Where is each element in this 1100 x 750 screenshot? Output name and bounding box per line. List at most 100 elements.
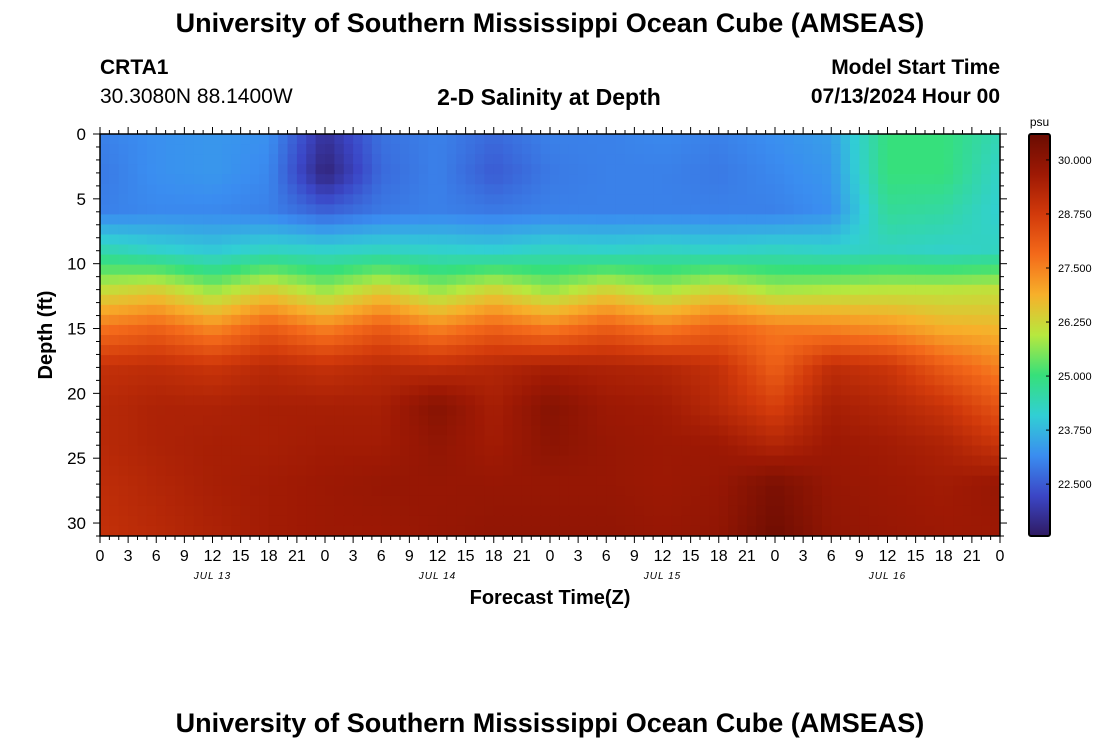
- heatmap-cell: [990, 244, 1000, 256]
- heatmap-cell: [550, 445, 560, 457]
- heatmap-cell: [662, 274, 673, 286]
- heatmap-cell: [446, 284, 457, 296]
- heatmap-cell: [681, 365, 692, 376]
- heatmap-cell: [859, 445, 870, 457]
- heatmap-cell: [990, 425, 1000, 437]
- heatmap-cell: [671, 164, 682, 175]
- heatmap-cell: [859, 475, 870, 487]
- heatmap-cell: [343, 304, 354, 316]
- heatmap-cell: [296, 365, 307, 376]
- heatmap-cell: [840, 355, 851, 366]
- heatmap-cell: [268, 204, 279, 215]
- heatmap-cell: [493, 515, 504, 527]
- heatmap-cell: [259, 365, 270, 376]
- heatmap-cell: [540, 525, 551, 536]
- heatmap-cell: [700, 264, 710, 276]
- heatmap-cell: [821, 324, 832, 336]
- heatmap-cell: [756, 304, 767, 316]
- heatmap-cell: [934, 365, 945, 376]
- heatmap-cell: [175, 465, 185, 477]
- heatmap-cell: [953, 234, 964, 246]
- heatmap-cell: [606, 294, 617, 306]
- heatmap-cell: [662, 395, 673, 406]
- heatmap-cell: [953, 525, 964, 536]
- heatmap-cell: [878, 495, 889, 507]
- heatmap-cell: [540, 415, 551, 427]
- heatmap-cell: [746, 415, 757, 427]
- heatmap-cell: [146, 154, 157, 165]
- heatmap-cell: [287, 505, 298, 517]
- heatmap-cell: [325, 385, 335, 396]
- heatmap-cell: [203, 204, 214, 215]
- heatmap-cell: [521, 244, 532, 256]
- heatmap-cell: [109, 194, 120, 205]
- heatmap-cell: [550, 335, 560, 346]
- heatmap-cell: [878, 455, 889, 467]
- heatmap-cell: [681, 274, 692, 286]
- heatmap-cell: [306, 415, 317, 427]
- heatmap-cell: [746, 274, 757, 286]
- heatmap-cell: [409, 515, 420, 527]
- heatmap-cell: [137, 505, 148, 517]
- heatmap-cell: [465, 525, 476, 536]
- heatmap-cell: [128, 204, 139, 215]
- heatmap-cell: [343, 335, 354, 346]
- heatmap-cell: [165, 495, 176, 507]
- heatmap-cell: [840, 254, 851, 266]
- heatmap-cell: [550, 515, 560, 527]
- heatmap-cell: [765, 495, 776, 507]
- heatmap-cell: [812, 405, 823, 416]
- heatmap-cell: [109, 455, 120, 467]
- heatmap-cell: [100, 475, 110, 487]
- heatmap-cell: [896, 284, 907, 296]
- heatmap-cell: [146, 314, 157, 326]
- heatmap-cell: [531, 164, 542, 175]
- heatmap-cell: [737, 475, 748, 487]
- heatmap-cell: [193, 304, 204, 316]
- heatmap-cell: [756, 355, 767, 366]
- heatmap-cell: [475, 234, 485, 246]
- heatmap-cell: [559, 154, 570, 165]
- heatmap-cell: [746, 475, 757, 487]
- heatmap-cell: [700, 174, 710, 185]
- heatmap-cell: [868, 445, 879, 457]
- heatmap-cell: [512, 375, 523, 386]
- heatmap-cell: [137, 264, 148, 276]
- heatmap-cell: [746, 335, 757, 346]
- heatmap-cell: [437, 304, 448, 316]
- heatmap-cell: [334, 214, 345, 226]
- heatmap-cell: [390, 495, 401, 507]
- heatmap-cell: [718, 355, 729, 366]
- heatmap-cell: [334, 174, 345, 185]
- heatmap-cell: [184, 355, 195, 366]
- heatmap-cell: [962, 525, 973, 536]
- heatmap-cell: [868, 505, 879, 517]
- heatmap-cell: [156, 405, 167, 416]
- heatmap-cell: [737, 515, 748, 527]
- heatmap-cell: [578, 324, 589, 336]
- heatmap-cell: [315, 435, 326, 447]
- heatmap-cell: [268, 184, 279, 195]
- heatmap-cell: [915, 425, 926, 437]
- heatmap-cell: [296, 515, 307, 527]
- heatmap-cell: [850, 515, 860, 527]
- heatmap-cell: [550, 164, 560, 175]
- heatmap-cell: [381, 475, 392, 487]
- heatmap-cell: [803, 134, 814, 145]
- heatmap-cell: [137, 475, 148, 487]
- heatmap-cell: [287, 324, 298, 336]
- heatmap-cell: [193, 455, 204, 467]
- heatmap-cell: [568, 244, 579, 256]
- heatmap-cell: [793, 244, 804, 256]
- heatmap-cell: [896, 365, 907, 376]
- heatmap-cell: [465, 485, 476, 497]
- heatmap-cell: [287, 435, 298, 447]
- heatmap-cell: [521, 174, 532, 185]
- heatmap-cell: [943, 365, 954, 376]
- heatmap-cell: [531, 304, 542, 316]
- heatmap-cell: [681, 525, 692, 536]
- heatmap-cell: [990, 254, 1000, 266]
- heatmap-cell: [165, 375, 176, 386]
- heatmap-cell: [615, 304, 626, 316]
- heatmap-cell: [587, 505, 598, 517]
